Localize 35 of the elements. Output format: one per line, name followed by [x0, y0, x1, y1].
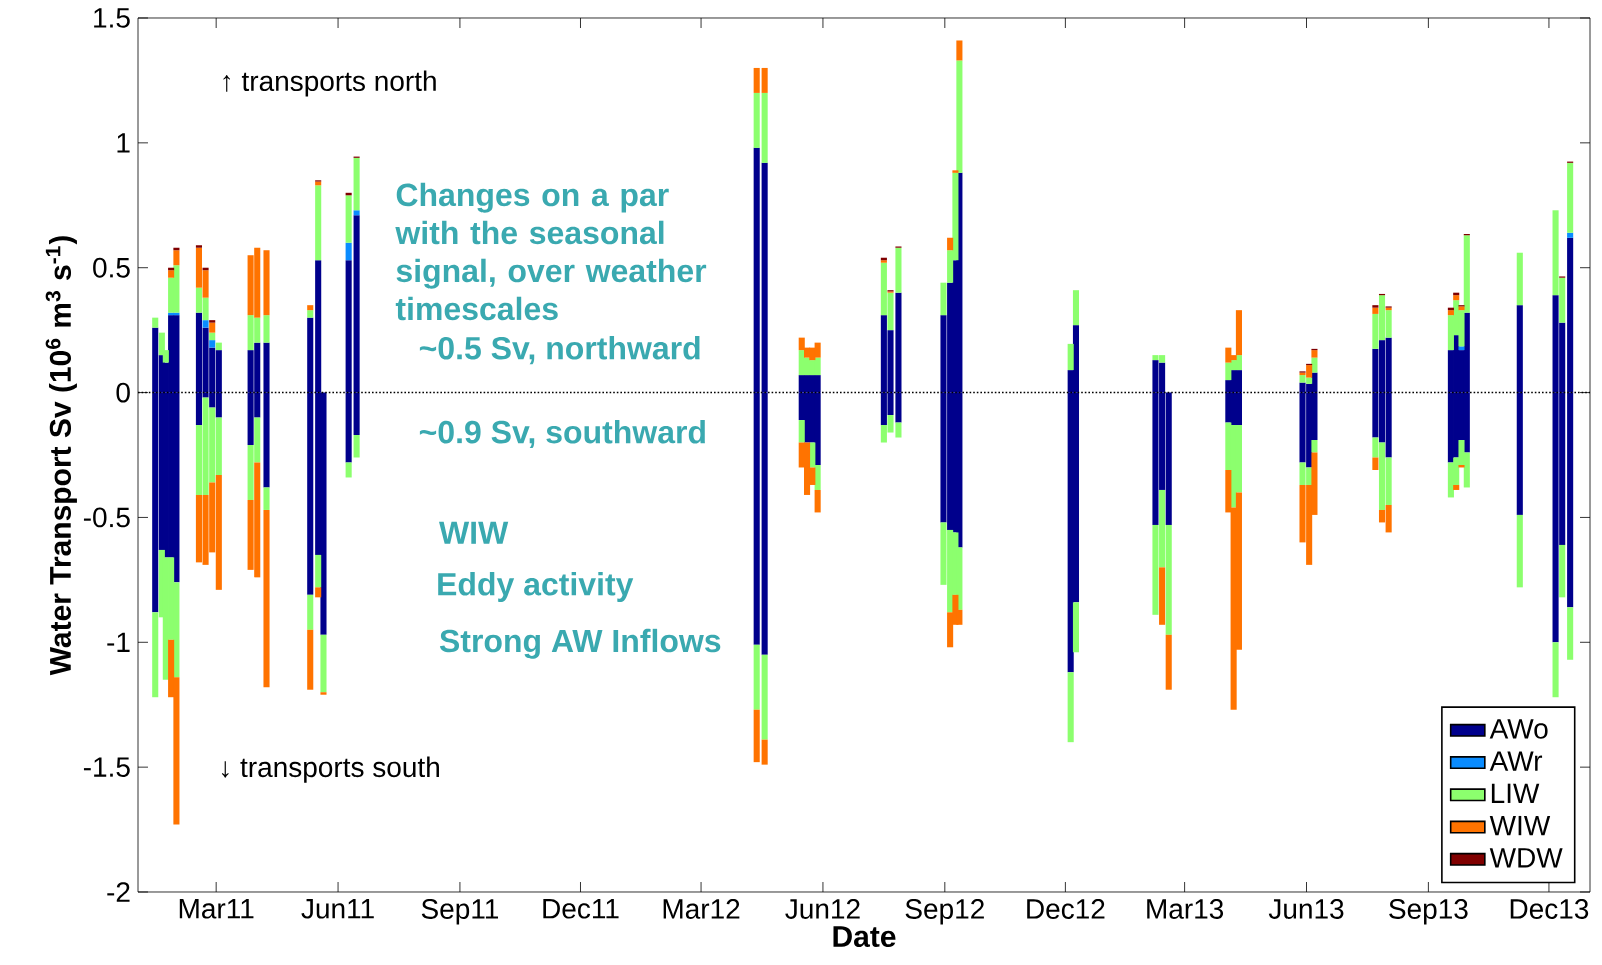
x-tick-label: Jun13: [1268, 899, 1344, 919]
legend-label: WIW: [1489, 815, 1551, 836]
y-tick-label: 1.5: [94, 8, 130, 28]
y-tick-label: -2: [107, 882, 130, 902]
x-tick-label: Mar11: [179, 899, 254, 919]
x-tick-label: Jun12: [785, 899, 860, 919]
x-tick-label: Sep11: [421, 899, 499, 925]
y-tick-label: 1: [117, 133, 130, 153]
legend-label: AWo: [1489, 719, 1548, 739]
y-axis-title: Water Transport Sv (10$^{6}$ m$^{3}$ s$^{-1}$): [45, 236, 77, 676]
legend-label: WDW: [1489, 848, 1563, 868]
annotation: WIW: [439, 521, 509, 544]
x-tick-label: Sep13: [1389, 899, 1468, 925]
x-tick-label: Dec11: [543, 899, 619, 919]
x-tick-label: Sep12: [905, 899, 984, 925]
legend-label: AWr: [1489, 751, 1543, 771]
y-tick-label: 0.5: [93, 257, 130, 278]
annotation: Strong AW Inflows: [439, 628, 721, 659]
annotation: Changes on a par with the seasonal signal, over weather timescales: [395, 182, 707, 321]
annotation: ~0.5 Sv, northward: [419, 336, 700, 365]
x-tick-label: Dec12: [1027, 899, 1105, 919]
y-tick-label: -1: [107, 632, 130, 652]
y-tick-label: -1.5: [83, 757, 130, 777]
annotation: ↑ transports north: [223, 70, 436, 97]
x-tick-label: Dec13: [1510, 899, 1589, 919]
x-tick-label: Jun11: [301, 899, 374, 919]
y-tick-label: -0.5: [83, 507, 130, 528]
annotation: ~0.9 Sv, southward: [419, 419, 705, 449]
legend-label: LIW: [1491, 783, 1540, 803]
y-tick-label: 0: [116, 382, 130, 403]
x-tick-label: Mar13: [1147, 899, 1224, 919]
annotation: ↓ transports south: [221, 756, 439, 783]
annotation: Eddy activity: [438, 572, 634, 602]
x-tick-label: Mar12: [663, 899, 740, 919]
x-axis-title: Date: [833, 926, 896, 948]
